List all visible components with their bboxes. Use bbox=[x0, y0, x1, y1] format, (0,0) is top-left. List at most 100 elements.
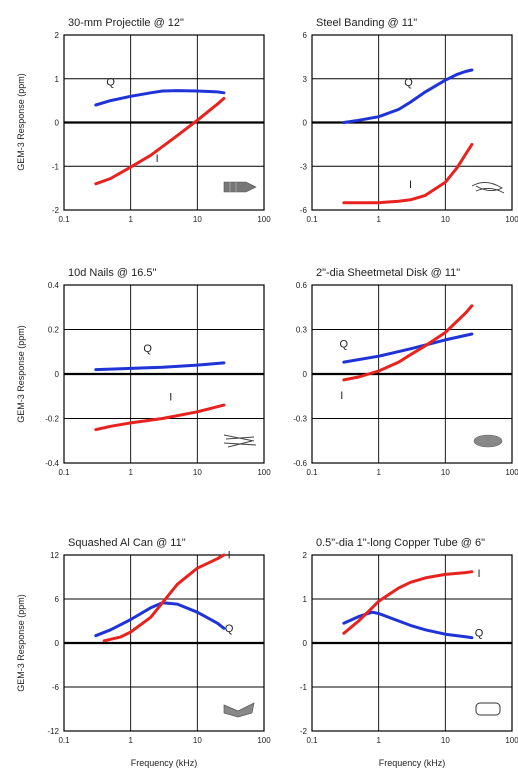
plot-frame bbox=[311, 284, 513, 464]
chart-title: Squashed Al Can @ 11" bbox=[68, 537, 186, 549]
x-tick-label: 1 bbox=[128, 215, 133, 224]
y-axis-label: GEM-3 Response (ppm) bbox=[16, 73, 26, 171]
series-label-Q: Q bbox=[340, 338, 349, 350]
projectile-icon bbox=[223, 181, 257, 193]
x-tick-label: 0.1 bbox=[58, 736, 70, 745]
y-tick-label: 1 bbox=[55, 75, 60, 84]
series-label-I: I bbox=[340, 390, 343, 402]
series-label-I: I bbox=[169, 392, 172, 404]
chart-panel-3: 0.1 1 10 100 -0.4 -0.2 0 0.2 0.4 10d Nails @ 16.5… bbox=[45, 267, 271, 477]
squashed-can-icon bbox=[223, 702, 255, 718]
chart-panel-1: 0.1 1 10 100 -2 -1 0 1 2 30-mm Projectile @ 12" Q I bbox=[52, 17, 271, 224]
y-tick-label: 6 bbox=[55, 595, 60, 604]
series-label-Q: Q bbox=[225, 623, 234, 635]
x-tick-label: 100 bbox=[505, 736, 518, 745]
y-tick-label: 2 bbox=[55, 31, 60, 40]
y-tick-label: 2 bbox=[303, 551, 308, 560]
chart-panel-4: 0.1 1 10 100 -0.6 -0.3 0 0.3 0.6 2"-dia Sheetmeta… bbox=[293, 267, 518, 477]
x-tick-label: 10 bbox=[193, 215, 202, 224]
y-tick-label: 0 bbox=[303, 370, 308, 379]
x-tick-label: 1 bbox=[376, 468, 381, 477]
x-tick-label: 0.1 bbox=[306, 468, 318, 477]
chart-title: 2"-dia Sheetmetal Disk @ 11" bbox=[316, 267, 460, 279]
series-line-I bbox=[102, 553, 226, 643]
x-tick-label: 1 bbox=[128, 468, 133, 477]
chart-title: 10d Nails @ 16.5" bbox=[68, 267, 157, 279]
series-line-Q bbox=[94, 361, 226, 372]
chart-panel-6: 0.1 1 10 100 -2 -1 0 1 2 0.5"-dia 1"-long Copper … bbox=[300, 537, 518, 745]
y-tick-label: -0.6 bbox=[293, 459, 307, 468]
x-tick-label: 100 bbox=[257, 215, 271, 224]
y-tick-label: 0.3 bbox=[296, 326, 308, 335]
series-line-I bbox=[342, 142, 474, 205]
y-axis-label: GEM-3 Response (ppm) bbox=[16, 325, 26, 423]
series-line-Q bbox=[342, 68, 474, 124]
chart-title: Steel Banding @ 11" bbox=[316, 17, 417, 29]
x-tick-label: 100 bbox=[505, 468, 518, 477]
y-tick-label: -2 bbox=[300, 727, 308, 736]
y-tick-label: 0 bbox=[55, 119, 60, 128]
series-label-I: I bbox=[156, 153, 159, 165]
copper-tube-icon bbox=[475, 702, 501, 716]
x-tick-label: 10 bbox=[193, 736, 202, 745]
series-line-Q bbox=[94, 89, 226, 107]
x-tick-label: 100 bbox=[257, 736, 271, 745]
nails-icon bbox=[223, 434, 257, 448]
series-label-Q: Q bbox=[404, 77, 413, 89]
x-tick-label: 0.1 bbox=[306, 736, 318, 745]
series-line-Q bbox=[342, 332, 474, 364]
series-label-I: I bbox=[409, 179, 412, 191]
chart-title: 30-mm Projectile @ 12" bbox=[68, 17, 184, 29]
chart-panel-5: 0.1 1 10 100 -12 -6 0 6 12 Squashed Al Can @ 11" I… bbox=[47, 537, 271, 745]
y-tick-label: -6 bbox=[52, 683, 60, 692]
x-tick-label: 0.1 bbox=[58, 215, 70, 224]
y-tick-label: 6 bbox=[303, 31, 308, 40]
y-tick-label: 0.6 bbox=[296, 281, 308, 290]
x-tick-label: 1 bbox=[128, 736, 133, 745]
y-tick-label: -1 bbox=[300, 683, 308, 692]
x-axis-label: Frequency (kHz) bbox=[131, 758, 198, 768]
x-tick-label: 100 bbox=[257, 468, 271, 477]
plot-frame bbox=[311, 34, 513, 211]
series-label-Q: Q bbox=[106, 76, 115, 88]
series-line-I bbox=[94, 403, 226, 432]
series-label-Q: Q bbox=[475, 627, 484, 639]
steel-band-icon bbox=[471, 182, 505, 194]
x-tick-label: 1 bbox=[376, 736, 381, 745]
y-tick-label: 0.2 bbox=[48, 326, 60, 335]
x-tick-label: 10 bbox=[441, 215, 450, 224]
plot-frame bbox=[63, 554, 265, 732]
plot-frame bbox=[63, 34, 265, 211]
series-line-I bbox=[342, 570, 474, 635]
x-tick-label: 0.1 bbox=[58, 468, 70, 477]
x-tick-label: 10 bbox=[193, 468, 202, 477]
series-label-I: I bbox=[228, 550, 231, 562]
y-tick-label: 0 bbox=[55, 639, 60, 648]
x-axis-label: Frequency (kHz) bbox=[379, 758, 446, 768]
y-tick-label: -0.4 bbox=[45, 459, 59, 468]
x-tick-label: 10 bbox=[441, 468, 450, 477]
y-tick-label: -6 bbox=[300, 206, 308, 215]
series-line-I bbox=[94, 96, 226, 186]
y-tick-label: -1 bbox=[52, 162, 60, 171]
y-axis-label: GEM-3 Response (ppm) bbox=[16, 594, 26, 692]
plot-frame bbox=[63, 284, 265, 464]
y-tick-label: 3 bbox=[303, 75, 308, 84]
x-tick-label: 1 bbox=[376, 215, 381, 224]
disk-icon bbox=[473, 434, 503, 448]
series-label-I: I bbox=[477, 568, 480, 580]
chart-panel-2: 0.1 1 10 100 -6 -3 0 3 6 Steel Banding @ 11" Q I bbox=[300, 17, 518, 224]
x-tick-label: 0.1 bbox=[306, 215, 318, 224]
y-tick-label: -0.2 bbox=[45, 415, 59, 424]
y-tick-label: 0 bbox=[303, 639, 308, 648]
y-tick-label: 0.4 bbox=[48, 281, 60, 290]
chart-title: 0.5"-dia 1"-long Copper Tube @ 6" bbox=[316, 537, 485, 549]
y-tick-label: 1 bbox=[303, 595, 308, 604]
y-tick-label: -2 bbox=[52, 206, 60, 215]
y-tick-label: -0.3 bbox=[293, 415, 307, 424]
y-tick-label: -12 bbox=[47, 727, 59, 736]
y-tick-label: -3 bbox=[300, 162, 308, 171]
series-label-Q: Q bbox=[143, 343, 152, 355]
y-tick-label: 12 bbox=[50, 551, 59, 560]
